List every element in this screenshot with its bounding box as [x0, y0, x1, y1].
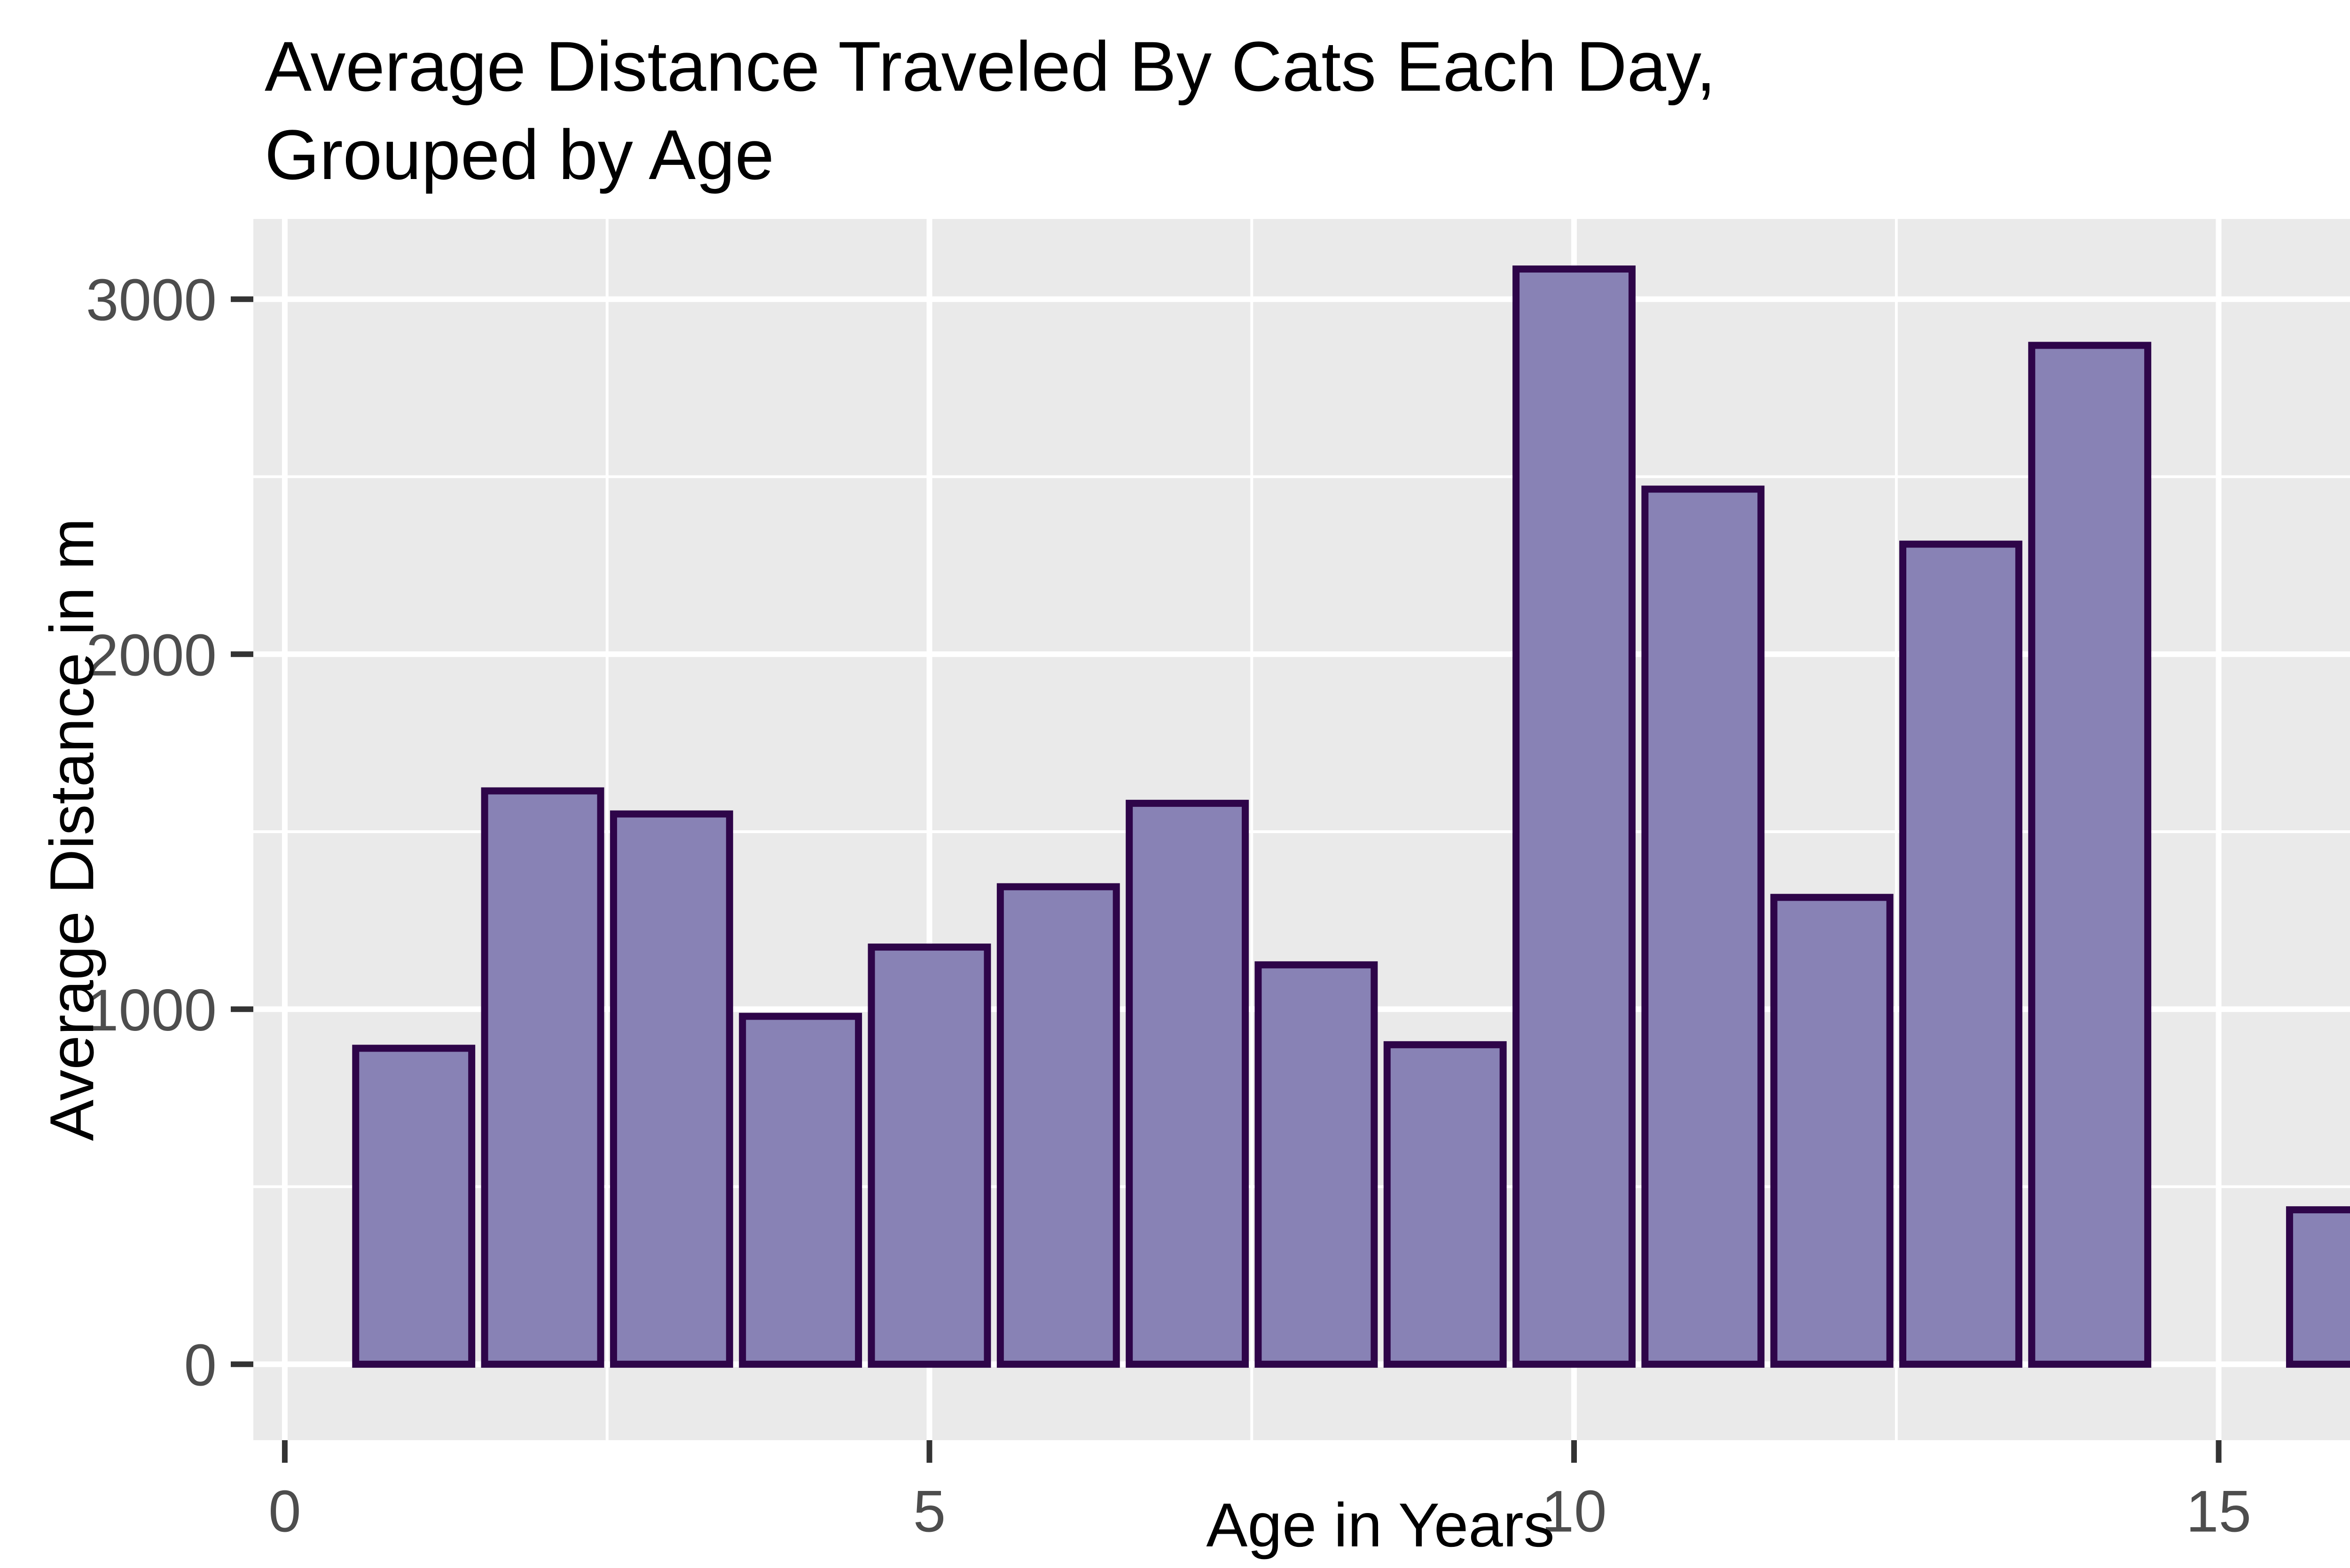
bar: [996, 883, 1120, 1368]
chart-title-line1: Average Distance Traveled By Cats Each D…: [265, 27, 1716, 106]
y-tick-label: 3000: [86, 268, 217, 333]
bar: [1512, 265, 1636, 1368]
y-tick-label: 0: [184, 1333, 217, 1398]
x-tick-label: 0: [268, 1479, 301, 1545]
y-tick-label: 2000: [86, 623, 217, 688]
bar: [1899, 540, 2022, 1368]
bar: [2286, 1206, 2350, 1368]
bar: [352, 1045, 476, 1368]
y-axis-title: Average Distance in m: [37, 518, 107, 1141]
y-tick-label: 1000: [86, 978, 217, 1043]
bar: [610, 810, 733, 1368]
x-tick-label: 10: [1541, 1479, 1606, 1545]
chart-title-line2: Grouped by Age: [265, 115, 775, 194]
x-tick-label: 5: [913, 1479, 946, 1545]
x-tick-label: 15: [2186, 1479, 2251, 1545]
bar: [739, 1013, 862, 1368]
bar: [868, 944, 991, 1368]
bar: [1126, 800, 1249, 1368]
chart-title: Average Distance Traveled By Cats Each D…: [265, 23, 1716, 199]
y-axis-title-box: Average Distance in m: [9, 219, 134, 1440]
bar: [1770, 894, 1894, 1368]
bar: [1254, 961, 1378, 1368]
x-axis-title: Age in Years: [1206, 1490, 1555, 1560]
bar: [481, 787, 604, 1368]
bar: [2028, 342, 2152, 1368]
bar: [1641, 485, 1765, 1368]
bar: [1383, 1041, 1507, 1368]
